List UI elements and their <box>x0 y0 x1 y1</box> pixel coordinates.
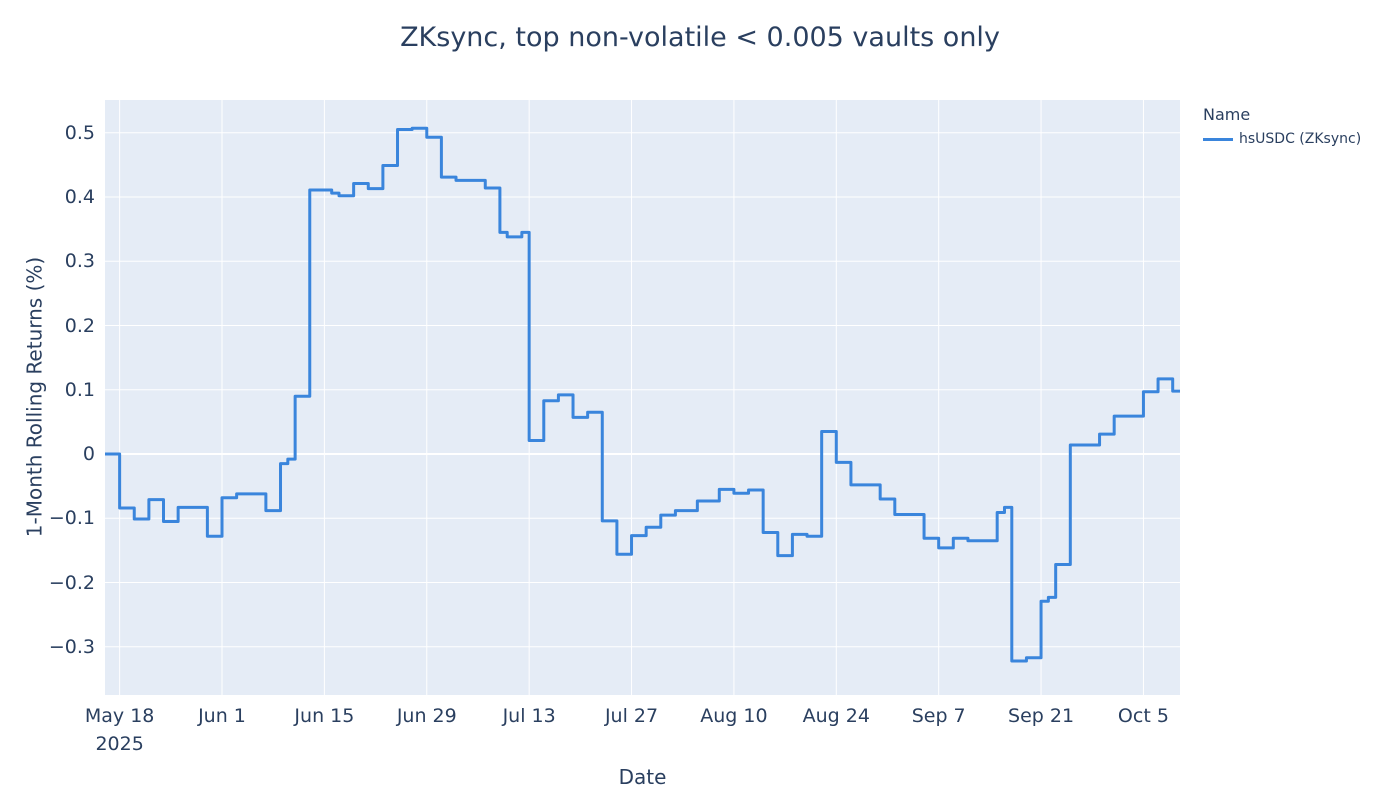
plot-area[interactable] <box>105 100 1180 695</box>
legend-title: Name <box>1203 105 1251 124</box>
x-tick-label: Jun 1 <box>198 705 246 727</box>
y-tick-label: 0.5 <box>64 121 95 144</box>
x-tick-label: Sep 7 <box>911 705 966 727</box>
chart-title: ZKsync, top non-volatile < 0.005 vaults … <box>400 22 1000 53</box>
y-tick-label: 0.4 <box>64 186 95 209</box>
legend-item-hsusdc[interactable]: hsUSDC (ZKsync) <box>1203 131 1361 147</box>
legend: Name hsUSDC (ZKsync) <box>1203 105 1361 147</box>
legend-item-label: hsUSDC (ZKsync) <box>1239 131 1362 147</box>
y-tick-label: 0.1 <box>64 378 95 401</box>
y-tick-label: 0 <box>82 443 95 466</box>
x-tick-label: Jul 13 <box>502 705 556 727</box>
y-tick-label: −0.3 <box>48 635 95 658</box>
x-tick-label: Sep 21 <box>1008 705 1075 727</box>
series-line-hsusdc-zksync-[interactable] <box>105 126 1180 663</box>
legend-line-swatch <box>1203 137 1233 141</box>
y-tick-label: 0.3 <box>64 250 95 273</box>
x-tick-label: Aug 10 <box>700 705 768 727</box>
x-tick-label: Oct 5 <box>1117 705 1169 727</box>
x-tick-label: May 18 2025 <box>50 702 190 758</box>
y-tick-label: −0.2 <box>48 571 95 594</box>
y-tick-label: 0.2 <box>64 314 95 337</box>
x-tick-year-label: 2025 <box>95 733 144 755</box>
plot-svg[interactable] <box>105 100 1180 695</box>
x-tick-label: Jul 27 <box>604 705 659 727</box>
x-tick-label: Jun 29 <box>396 705 457 727</box>
y-tick-label: −0.1 <box>48 507 95 530</box>
x-tick-label: Jun 15 <box>294 705 355 727</box>
x-axis-title: Date <box>618 765 667 789</box>
x-tick-label: Aug 24 <box>802 705 870 727</box>
